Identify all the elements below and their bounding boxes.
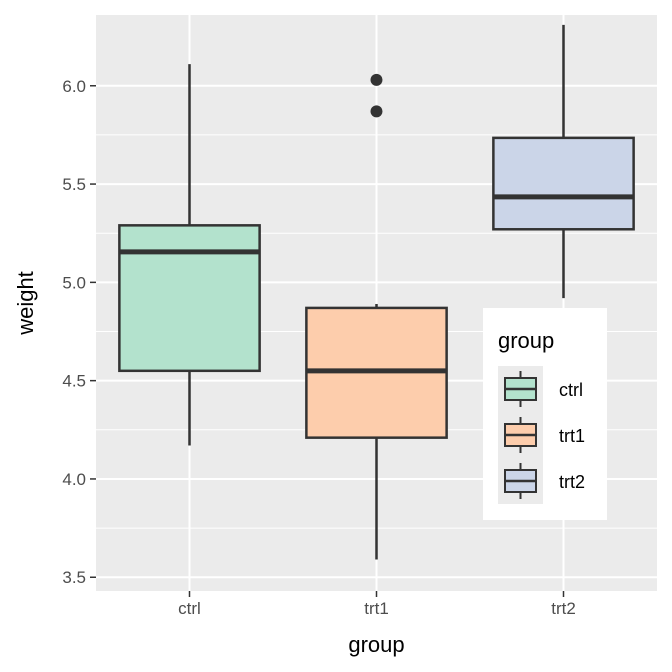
x-tick-label: trt2	[551, 599, 576, 618]
outlier-point	[370, 73, 383, 86]
box-iqr	[492, 136, 635, 231]
legend-label: ctrl	[559, 380, 583, 400]
legend-label: trt1	[559, 426, 585, 446]
y-axis: 3.5 4.0 4.5 5.0 5.5 6.0	[62, 77, 96, 587]
legend-key-ctrl: ctrl	[498, 366, 583, 412]
y-tick-label: 5.5	[62, 175, 86, 194]
y-tick-label: 4.5	[62, 372, 86, 391]
box-iqr	[118, 224, 261, 373]
box-ctrl	[118, 64, 261, 446]
y-tick-label: 4.0	[62, 470, 86, 489]
legend-key-trt2: trt2	[498, 458, 585, 504]
legend-label: trt2	[559, 472, 585, 492]
y-tick-label: 5.0	[62, 273, 86, 292]
outlier-point	[370, 105, 383, 118]
x-tick-label: ctrl	[178, 599, 201, 618]
x-axis-title: group	[348, 632, 404, 657]
legend-title: group	[498, 328, 554, 353]
x-axis: ctrl trt1 trt2	[178, 591, 576, 618]
x-tick-label: trt1	[364, 599, 389, 618]
legend: group ctrl trt1 trt2	[483, 308, 607, 520]
box-trt1	[305, 73, 448, 560]
y-axis-title: weight	[13, 271, 38, 336]
box-trt2	[492, 24, 635, 299]
y-tick-label: 3.5	[62, 568, 86, 587]
legend-key-trt1: trt1	[498, 412, 585, 458]
y-tick-label: 6.0	[62, 77, 86, 96]
boxes-layer	[118, 24, 635, 560]
